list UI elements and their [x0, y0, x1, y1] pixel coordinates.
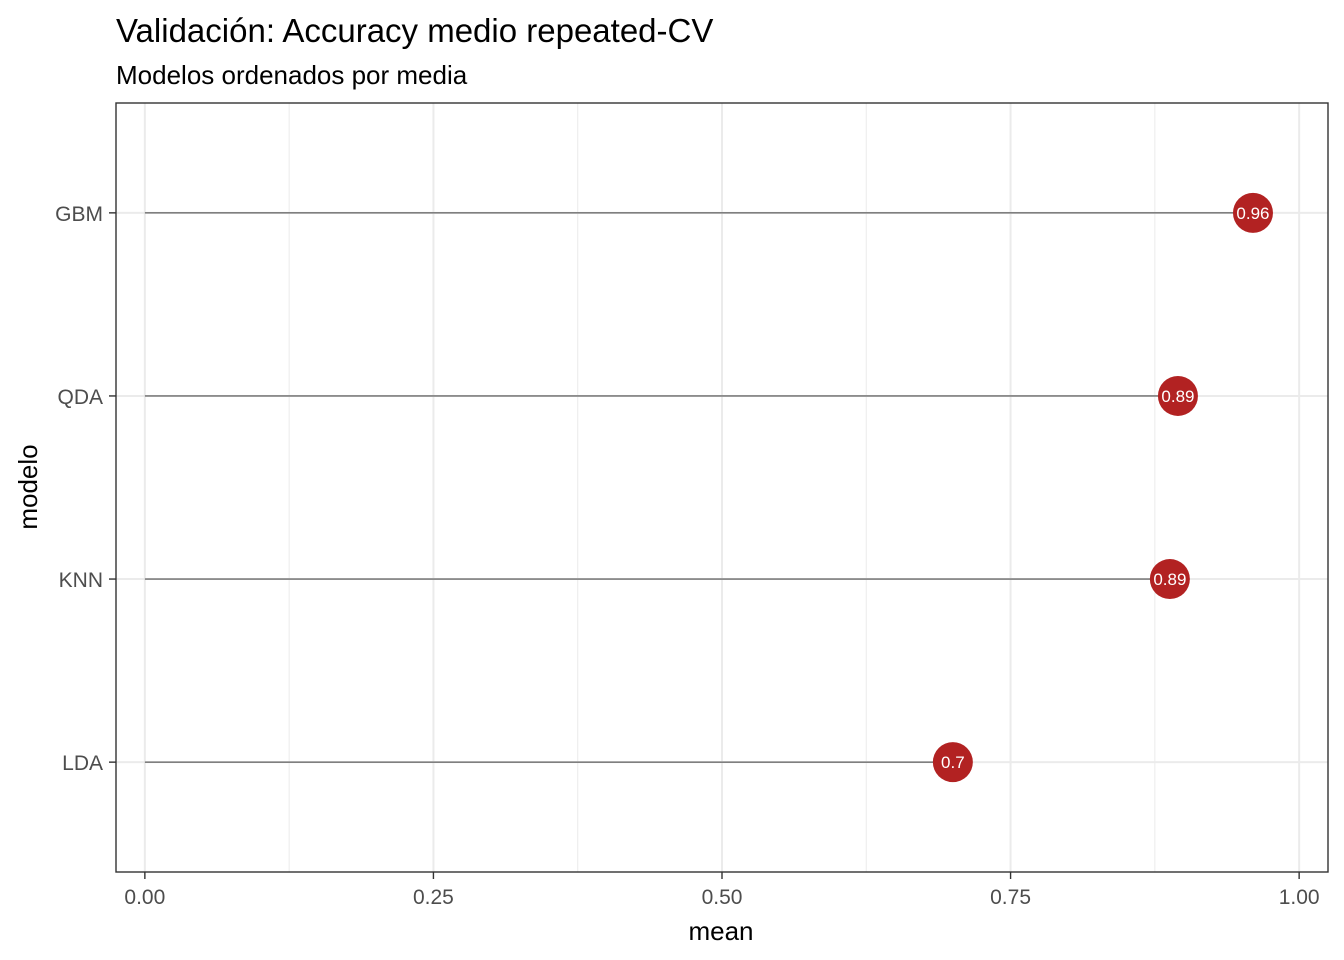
x-tick-label: 0.00: [124, 886, 165, 909]
y-tick-label: GBM: [55, 203, 103, 226]
point-value-label: 0.96: [1236, 204, 1269, 223]
x-axis-title: mean: [688, 916, 753, 946]
lollipop-segments: [144, 212, 1253, 763]
lollipop-point: [1232, 192, 1273, 233]
grid-lines: [116, 103, 1328, 872]
point-labels: 0.96 0.89 0.89 0.7: [941, 204, 1269, 772]
y-tick-label: LDA: [62, 752, 103, 775]
y-axis: GBM QDA KNN LDA: [55, 203, 116, 775]
lollipop-points: [932, 192, 1273, 783]
y-tick-label: QDA: [57, 386, 103, 409]
chart-subtitle: Modelos ordenados por media: [116, 60, 468, 90]
x-axis: 0.00 0.25 0.50 0.75 1.00: [124, 872, 1320, 909]
x-tick-label: 1.00: [1279, 886, 1320, 909]
chart-title: Validación: Accuracy medio repeated-CV: [116, 12, 713, 49]
x-tick-label: 0.75: [990, 886, 1031, 909]
y-tick-label: KNN: [59, 569, 103, 592]
point-value-label: 0.89: [1161, 387, 1194, 406]
x-tick-label: 0.25: [413, 886, 454, 909]
y-axis-title: modelo: [13, 444, 43, 529]
x-tick-label: 0.50: [702, 886, 743, 909]
lollipop-point: [932, 742, 973, 783]
point-value-label: 0.7: [941, 753, 965, 772]
point-value-label: 0.89: [1153, 570, 1186, 589]
lollipop-point: [1157, 375, 1198, 416]
lollipop-point: [1149, 559, 1190, 600]
